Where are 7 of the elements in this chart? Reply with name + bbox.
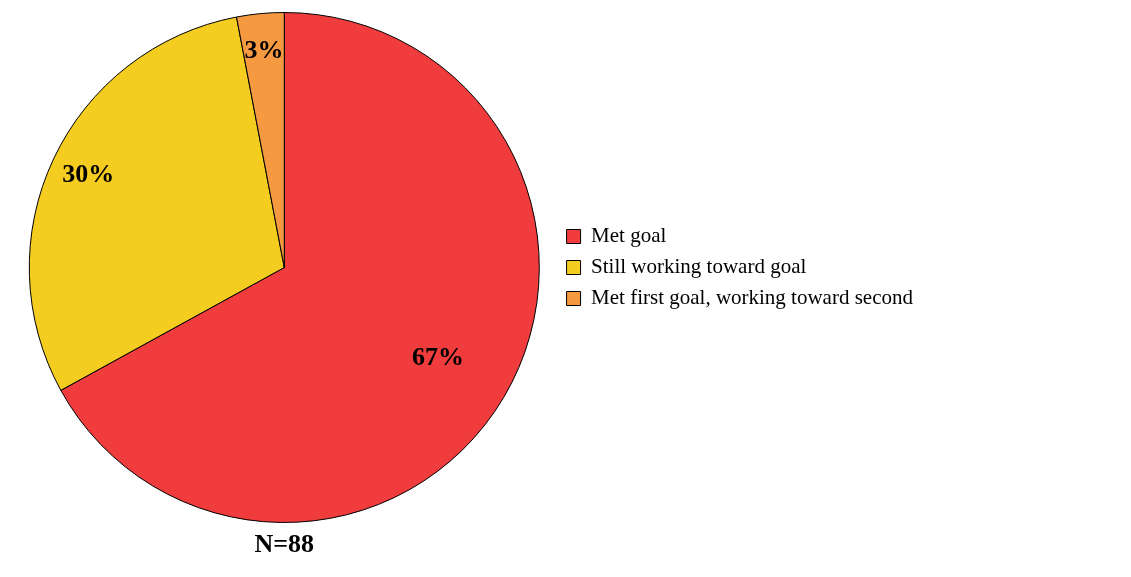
data-label: 30% — [62, 158, 115, 188]
legend-label: Met goal — [591, 223, 667, 248]
legend-label: Still working toward goal — [591, 254, 807, 279]
data-label: 67% — [411, 342, 464, 372]
data-label: 3% — [244, 35, 284, 65]
text: N=88 — [254, 528, 315, 558]
legend-label: Met first goal, working toward second — [591, 285, 914, 310]
